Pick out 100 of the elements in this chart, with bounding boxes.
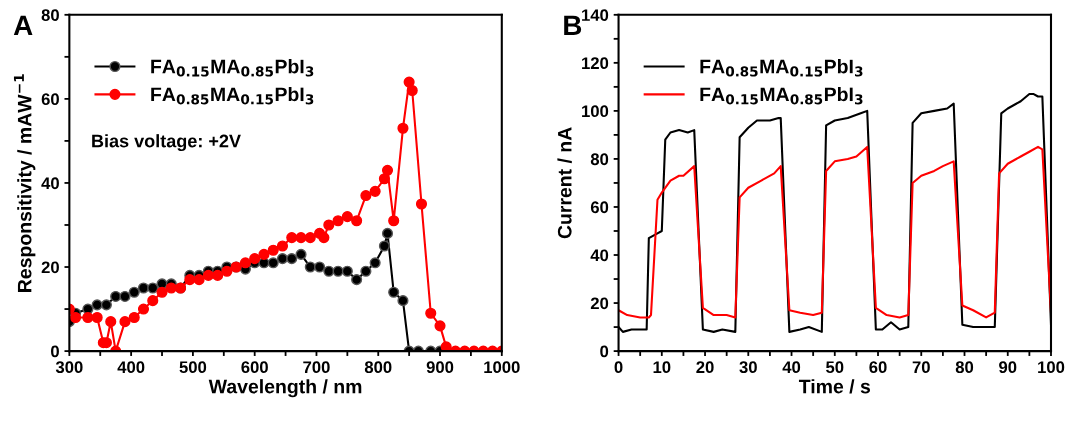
point — [388, 215, 400, 227]
x-tick-label: 10 — [653, 361, 671, 374]
legend-label: FA$_{0.85}$MA$_{0.15}$PbI$_{3}$ — [700, 59, 863, 77]
point — [304, 261, 316, 273]
point — [267, 257, 279, 269]
point — [318, 232, 330, 244]
point — [295, 232, 307, 244]
x-axis-title: Wavelength / nm — [208, 379, 362, 398]
x-tick-label: 800 — [364, 361, 392, 374]
point — [388, 286, 400, 298]
point — [137, 303, 150, 315]
point — [360, 190, 372, 202]
x-tick-label: 60 — [869, 361, 887, 374]
point — [147, 295, 159, 307]
point — [105, 316, 117, 328]
x-axis-title: Time / s — [798, 379, 871, 394]
point — [258, 248, 270, 260]
legend-label: FA$_{0.15}$MA$_{0.85}$PbI$_{3}$ — [151, 59, 314, 77]
point — [193, 274, 205, 286]
point — [341, 265, 353, 277]
point — [351, 215, 363, 227]
point — [323, 219, 335, 231]
point — [397, 295, 409, 307]
point — [239, 257, 251, 269]
point — [91, 311, 103, 324]
x-tick-label: 50 — [826, 361, 844, 374]
point — [378, 240, 390, 252]
x-tick-label: 80 — [955, 361, 974, 374]
x-tick-label: 100 — [1038, 361, 1065, 374]
y-tick-label: 60 — [41, 93, 59, 106]
legend-label: FA$_{0.85}$MA$_{0.15}$PbI$_{3}$ — [151, 86, 314, 105]
point — [119, 290, 131, 302]
point — [82, 311, 94, 324]
point — [128, 311, 140, 324]
x-tick-label: 500 — [179, 361, 207, 374]
point — [313, 261, 326, 273]
x-tick-label: 30 — [739, 361, 757, 374]
point — [351, 274, 363, 286]
point — [381, 164, 394, 176]
y-tick-label: 120 — [582, 57, 609, 70]
y-tick-label: 60 — [590, 201, 609, 214]
point — [406, 84, 418, 97]
point — [276, 240, 289, 252]
point — [369, 257, 381, 269]
legend-label: FA$_{0.15}$MA$_{0.85}$PbI$_{3}$ — [700, 86, 863, 105]
y-tick-label: 0 — [600, 345, 609, 358]
text: A — [13, 15, 33, 35]
x-tick-label: 40 — [782, 361, 801, 374]
point — [128, 286, 140, 298]
x-tick-label: 90 — [999, 361, 1017, 374]
y-axis-title: Responsitivity / mAW$^{−1}$ — [13, 74, 36, 292]
x-tick-label: 0 — [614, 361, 623, 374]
y-tick-label: 80 — [41, 9, 59, 22]
x-tick-label: 1000 — [484, 361, 520, 374]
point — [156, 286, 168, 298]
point — [415, 198, 428, 210]
y-axis-title: Current / nA — [557, 127, 572, 239]
point — [267, 244, 279, 256]
point — [184, 274, 196, 286]
point — [165, 282, 177, 294]
x-tick-label: 300 — [55, 361, 83, 374]
y-tick-label: 80 — [590, 153, 609, 166]
point — [286, 232, 298, 244]
point — [100, 299, 112, 311]
x-tick-label: 900 — [426, 361, 454, 374]
point — [381, 227, 394, 239]
x-tick-label: 700 — [303, 361, 330, 374]
y-tick-label: 20 — [41, 261, 59, 274]
annotation: Bias voltage: +2V — [92, 134, 241, 152]
x-tick-label: 600 — [241, 361, 268, 374]
point — [202, 269, 214, 281]
x-tick-label: 400 — [117, 361, 145, 374]
y-tick-label: 100 — [582, 105, 609, 118]
point — [369, 185, 381, 197]
point — [221, 265, 233, 277]
y-tick-label: 40 — [590, 249, 609, 262]
line-series — [618, 145, 1051, 319]
point — [397, 122, 409, 134]
y-tick-label: 140 — [582, 9, 609, 22]
point — [119, 316, 131, 328]
point — [434, 320, 446, 332]
y-tick-label: 0 — [51, 345, 59, 358]
point — [110, 290, 122, 302]
point — [69, 311, 82, 324]
point — [212, 269, 224, 281]
point — [249, 253, 261, 265]
point — [147, 282, 159, 294]
point — [332, 215, 344, 227]
point — [341, 211, 353, 223]
y-tick-label: 40 — [41, 177, 59, 190]
x-tick-label: 70 — [912, 361, 930, 374]
y-tick-label: 20 — [590, 297, 609, 310]
point — [360, 265, 372, 277]
point — [425, 307, 437, 319]
point — [304, 232, 316, 244]
text: B — [564, 15, 582, 35]
point — [286, 253, 298, 265]
point — [295, 248, 307, 260]
point — [323, 265, 335, 277]
x-tick-label: 20 — [696, 361, 714, 374]
